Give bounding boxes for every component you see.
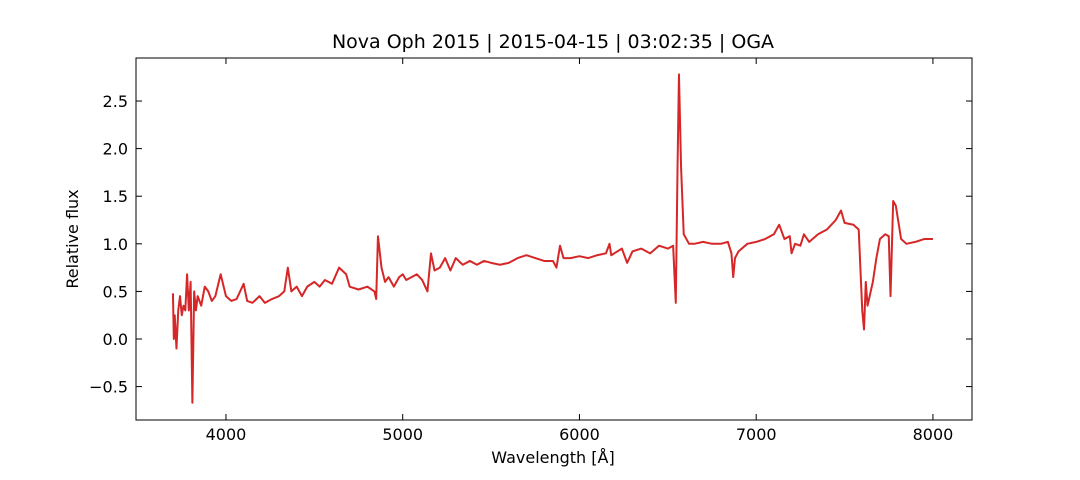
chart-title: Nova Oph 2015 | 2015-04-15 | 03:02:35 | … — [332, 31, 774, 53]
spectrum-line — [171, 73, 933, 404]
x-tick-label: 4000 — [206, 425, 247, 444]
x-tick-label: 8000 — [913, 425, 954, 444]
y-tick-label: 0.5 — [103, 282, 128, 301]
x-axis-label: Wavelength [Å] — [491, 448, 614, 467]
y-tick-label: −0.5 — [89, 378, 128, 397]
x-tick-label: 7000 — [736, 425, 777, 444]
y-tick-label: 0.0 — [103, 330, 128, 349]
y-axis-label: Relative flux — [63, 189, 82, 288]
y-tick-label: 1.0 — [103, 235, 128, 254]
y-tick-label: 2.5 — [103, 92, 128, 111]
y-tick-label: 2.0 — [103, 140, 128, 159]
y-tick-label: 1.5 — [103, 187, 128, 206]
x-tick-label: 6000 — [559, 425, 600, 444]
x-tick-label: 5000 — [382, 425, 423, 444]
plot-frame — [135, 57, 973, 421]
